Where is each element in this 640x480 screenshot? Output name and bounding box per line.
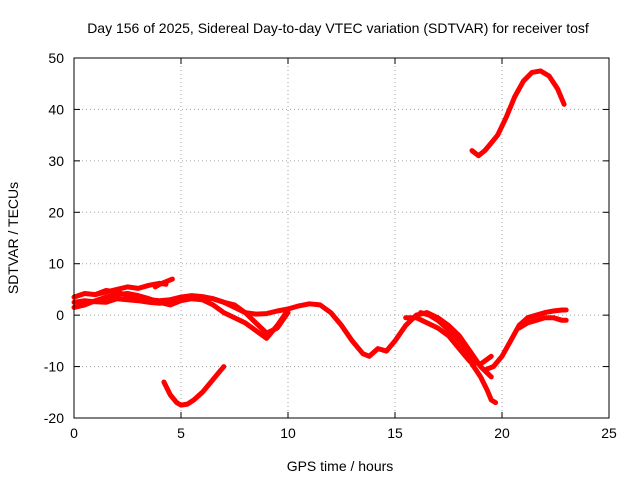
series-line-arc-8 xyxy=(161,364,227,408)
x-tick-label: 0 xyxy=(70,425,78,441)
x-tick-label: 25 xyxy=(601,425,617,441)
x-tick-label: 10 xyxy=(280,425,296,441)
x-tick-label: 5 xyxy=(177,425,185,441)
y-tick-label: 40 xyxy=(48,101,64,117)
series-line-arc-7 xyxy=(418,310,499,406)
x-tick-label: 20 xyxy=(494,425,510,441)
series-line-arc-10 xyxy=(516,315,569,331)
series-line-arc-1 xyxy=(71,294,494,380)
y-tick-label: 0 xyxy=(56,307,64,323)
series-line-arc-5 xyxy=(152,276,175,290)
y-axis-label: SDTVAR / TECUs xyxy=(5,182,21,294)
series-layer xyxy=(71,68,569,408)
x-axis-label: GPS time / hours xyxy=(287,458,394,474)
y-tick-label: 50 xyxy=(48,50,64,66)
series-line-arc-11 xyxy=(469,68,567,159)
y-tick-label: -10 xyxy=(44,359,64,375)
series-line-arc-6 xyxy=(403,315,494,367)
y-tick-label: 10 xyxy=(48,256,64,272)
tick-layer: 0 5 10 15 20 25 -20 -10 0 10 20 30 40 50 xyxy=(44,50,617,441)
chart-title: Day 156 of 2025, Sidereal Day-to-day VTE… xyxy=(87,20,589,36)
series-line-arc-3 xyxy=(71,291,291,341)
y-tick-label: 20 xyxy=(48,204,64,220)
plot-frame xyxy=(73,57,610,419)
y-tick-label: 30 xyxy=(48,153,64,169)
y-tick-label: -20 xyxy=(44,410,64,426)
grid-layer xyxy=(74,58,609,418)
x-tick-label: 15 xyxy=(387,425,403,441)
series-line-arc-9 xyxy=(484,307,569,372)
